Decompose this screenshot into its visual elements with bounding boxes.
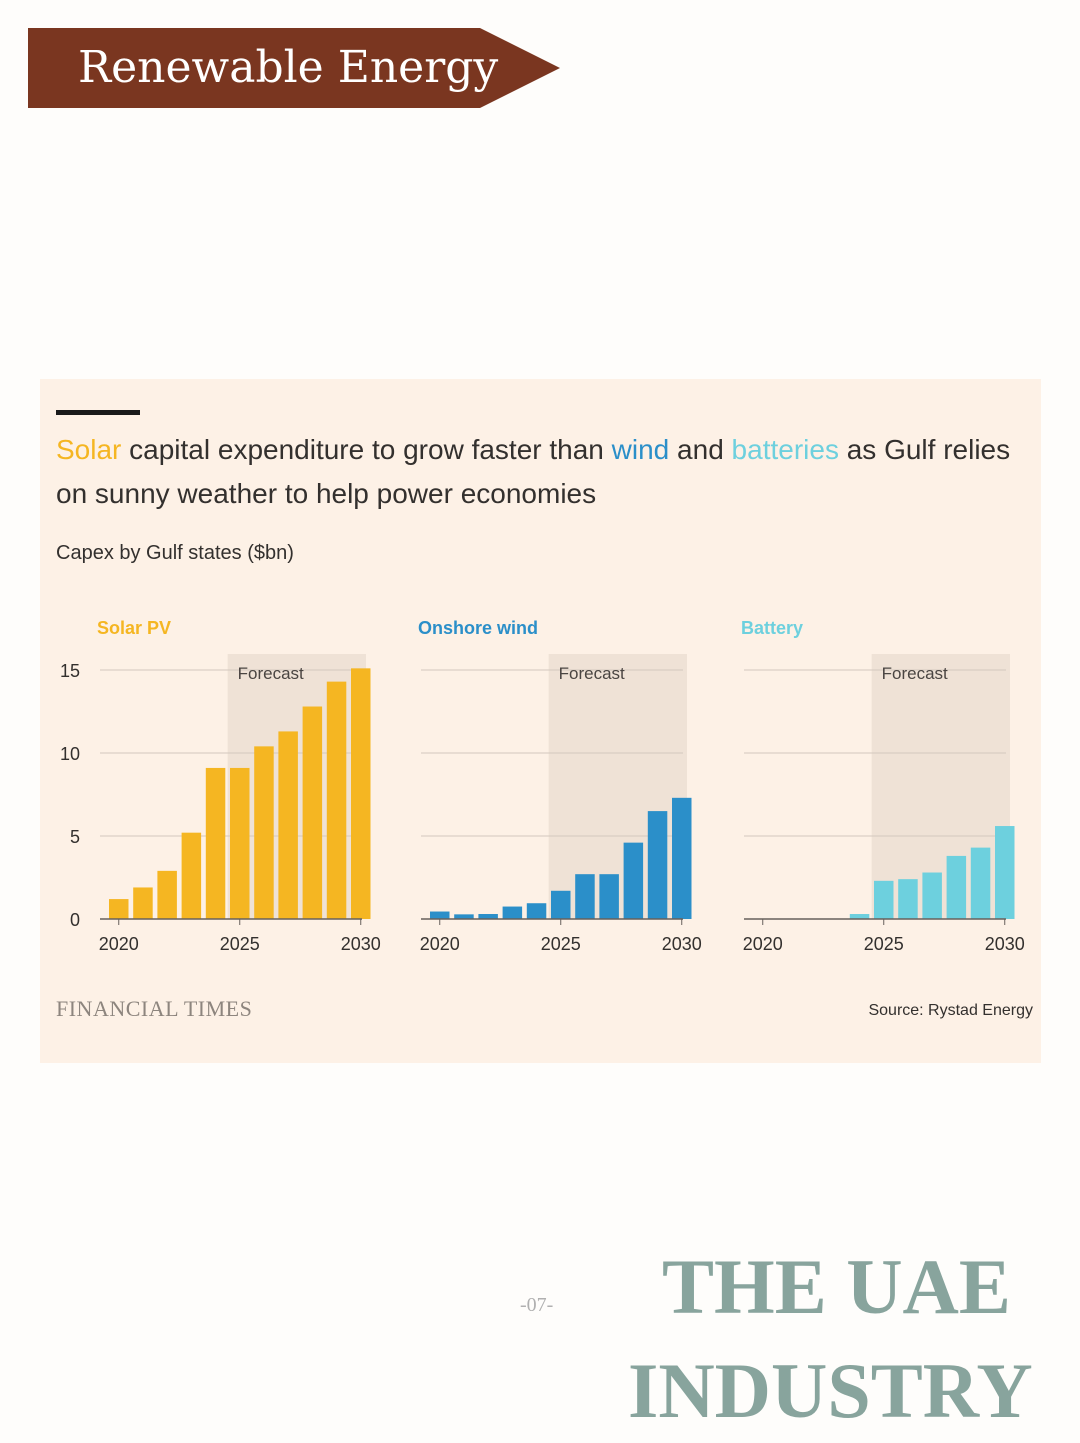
bar bbox=[181, 832, 202, 919]
forecast-label: Forecast bbox=[882, 664, 948, 683]
panel-title: Solar PV bbox=[97, 618, 171, 638]
bar bbox=[575, 874, 595, 919]
section-banner bbox=[28, 28, 560, 108]
bar bbox=[278, 731, 298, 919]
x-tick-label: 2030 bbox=[341, 934, 381, 954]
page-title-line-1: THE UAE bbox=[662, 1243, 1011, 1330]
bar bbox=[551, 890, 571, 919]
headline-batteries: batteries bbox=[731, 434, 839, 465]
headline-text-3: as Gulf relies on sunny weather to help … bbox=[56, 434, 1011, 509]
panel-title: Onshore wind bbox=[418, 618, 538, 638]
bar bbox=[623, 842, 644, 919]
y-tick-label: 5 bbox=[70, 827, 80, 847]
bar bbox=[326, 681, 347, 919]
bar bbox=[454, 914, 474, 919]
bar bbox=[133, 887, 153, 919]
bar bbox=[205, 767, 226, 919]
bar bbox=[874, 880, 894, 919]
x-tick-label: 2025 bbox=[541, 934, 581, 954]
charts-area: 2020 2025 2030 0 5 10 15 Solar PV Forecast 2020 20… bbox=[60, 618, 1025, 954]
x-tick-label: 2030 bbox=[985, 934, 1025, 954]
x-tick-label: 2030 bbox=[662, 934, 702, 954]
headline-wind: wind bbox=[611, 434, 670, 465]
bar bbox=[898, 879, 918, 919]
bar bbox=[995, 826, 1015, 919]
page-number: -07- bbox=[520, 1294, 554, 1316]
bar bbox=[970, 847, 991, 919]
page-title-line-2: INDUSTRY bbox=[628, 1347, 1033, 1434]
chart-headline: Solar capital expenditure to grow faster… bbox=[56, 428, 1016, 516]
bar bbox=[647, 811, 668, 919]
bar bbox=[526, 903, 547, 919]
x-tick-label: 2020 bbox=[99, 934, 139, 954]
bar bbox=[922, 872, 942, 919]
bar bbox=[351, 668, 371, 919]
bar bbox=[478, 914, 498, 919]
bar bbox=[157, 870, 177, 919]
forecast-label: Forecast bbox=[238, 664, 304, 683]
y-tick-label: 0 bbox=[70, 910, 80, 930]
headline-text-2: and bbox=[669, 434, 732, 465]
panel-title: Battery bbox=[741, 618, 803, 638]
headline-text-1: capital expenditure to grow faster than bbox=[121, 434, 612, 465]
x-tick-label: 2025 bbox=[220, 934, 260, 954]
x-tick-label: 2020 bbox=[420, 934, 460, 954]
bar bbox=[502, 906, 523, 919]
x-tick-label: 2020 bbox=[743, 934, 783, 954]
y-tick-label: 15 bbox=[60, 661, 80, 681]
forecast-label: Forecast bbox=[559, 664, 625, 683]
bar bbox=[430, 911, 450, 919]
banner-title: Renewable Energy bbox=[78, 42, 499, 93]
source-note: Source: Rystad Energy bbox=[868, 1002, 1033, 1019]
chart-subtitle: Capex by Gulf states ($bn) bbox=[56, 542, 294, 564]
financial-times-logo: FINANCIAL TIMES bbox=[56, 996, 253, 1021]
bar bbox=[230, 767, 250, 919]
bar bbox=[599, 874, 619, 919]
y-tick-label: 10 bbox=[60, 744, 80, 764]
bar bbox=[946, 855, 967, 919]
bar bbox=[302, 706, 323, 919]
bar bbox=[849, 914, 870, 919]
bar bbox=[254, 746, 274, 919]
x-tick-label: 2025 bbox=[864, 934, 904, 954]
bar bbox=[672, 797, 692, 919]
accent-line bbox=[56, 410, 140, 415]
headline-solar: Solar bbox=[56, 434, 122, 465]
banner-arrow-shape bbox=[28, 28, 560, 108]
bar bbox=[109, 899, 129, 919]
